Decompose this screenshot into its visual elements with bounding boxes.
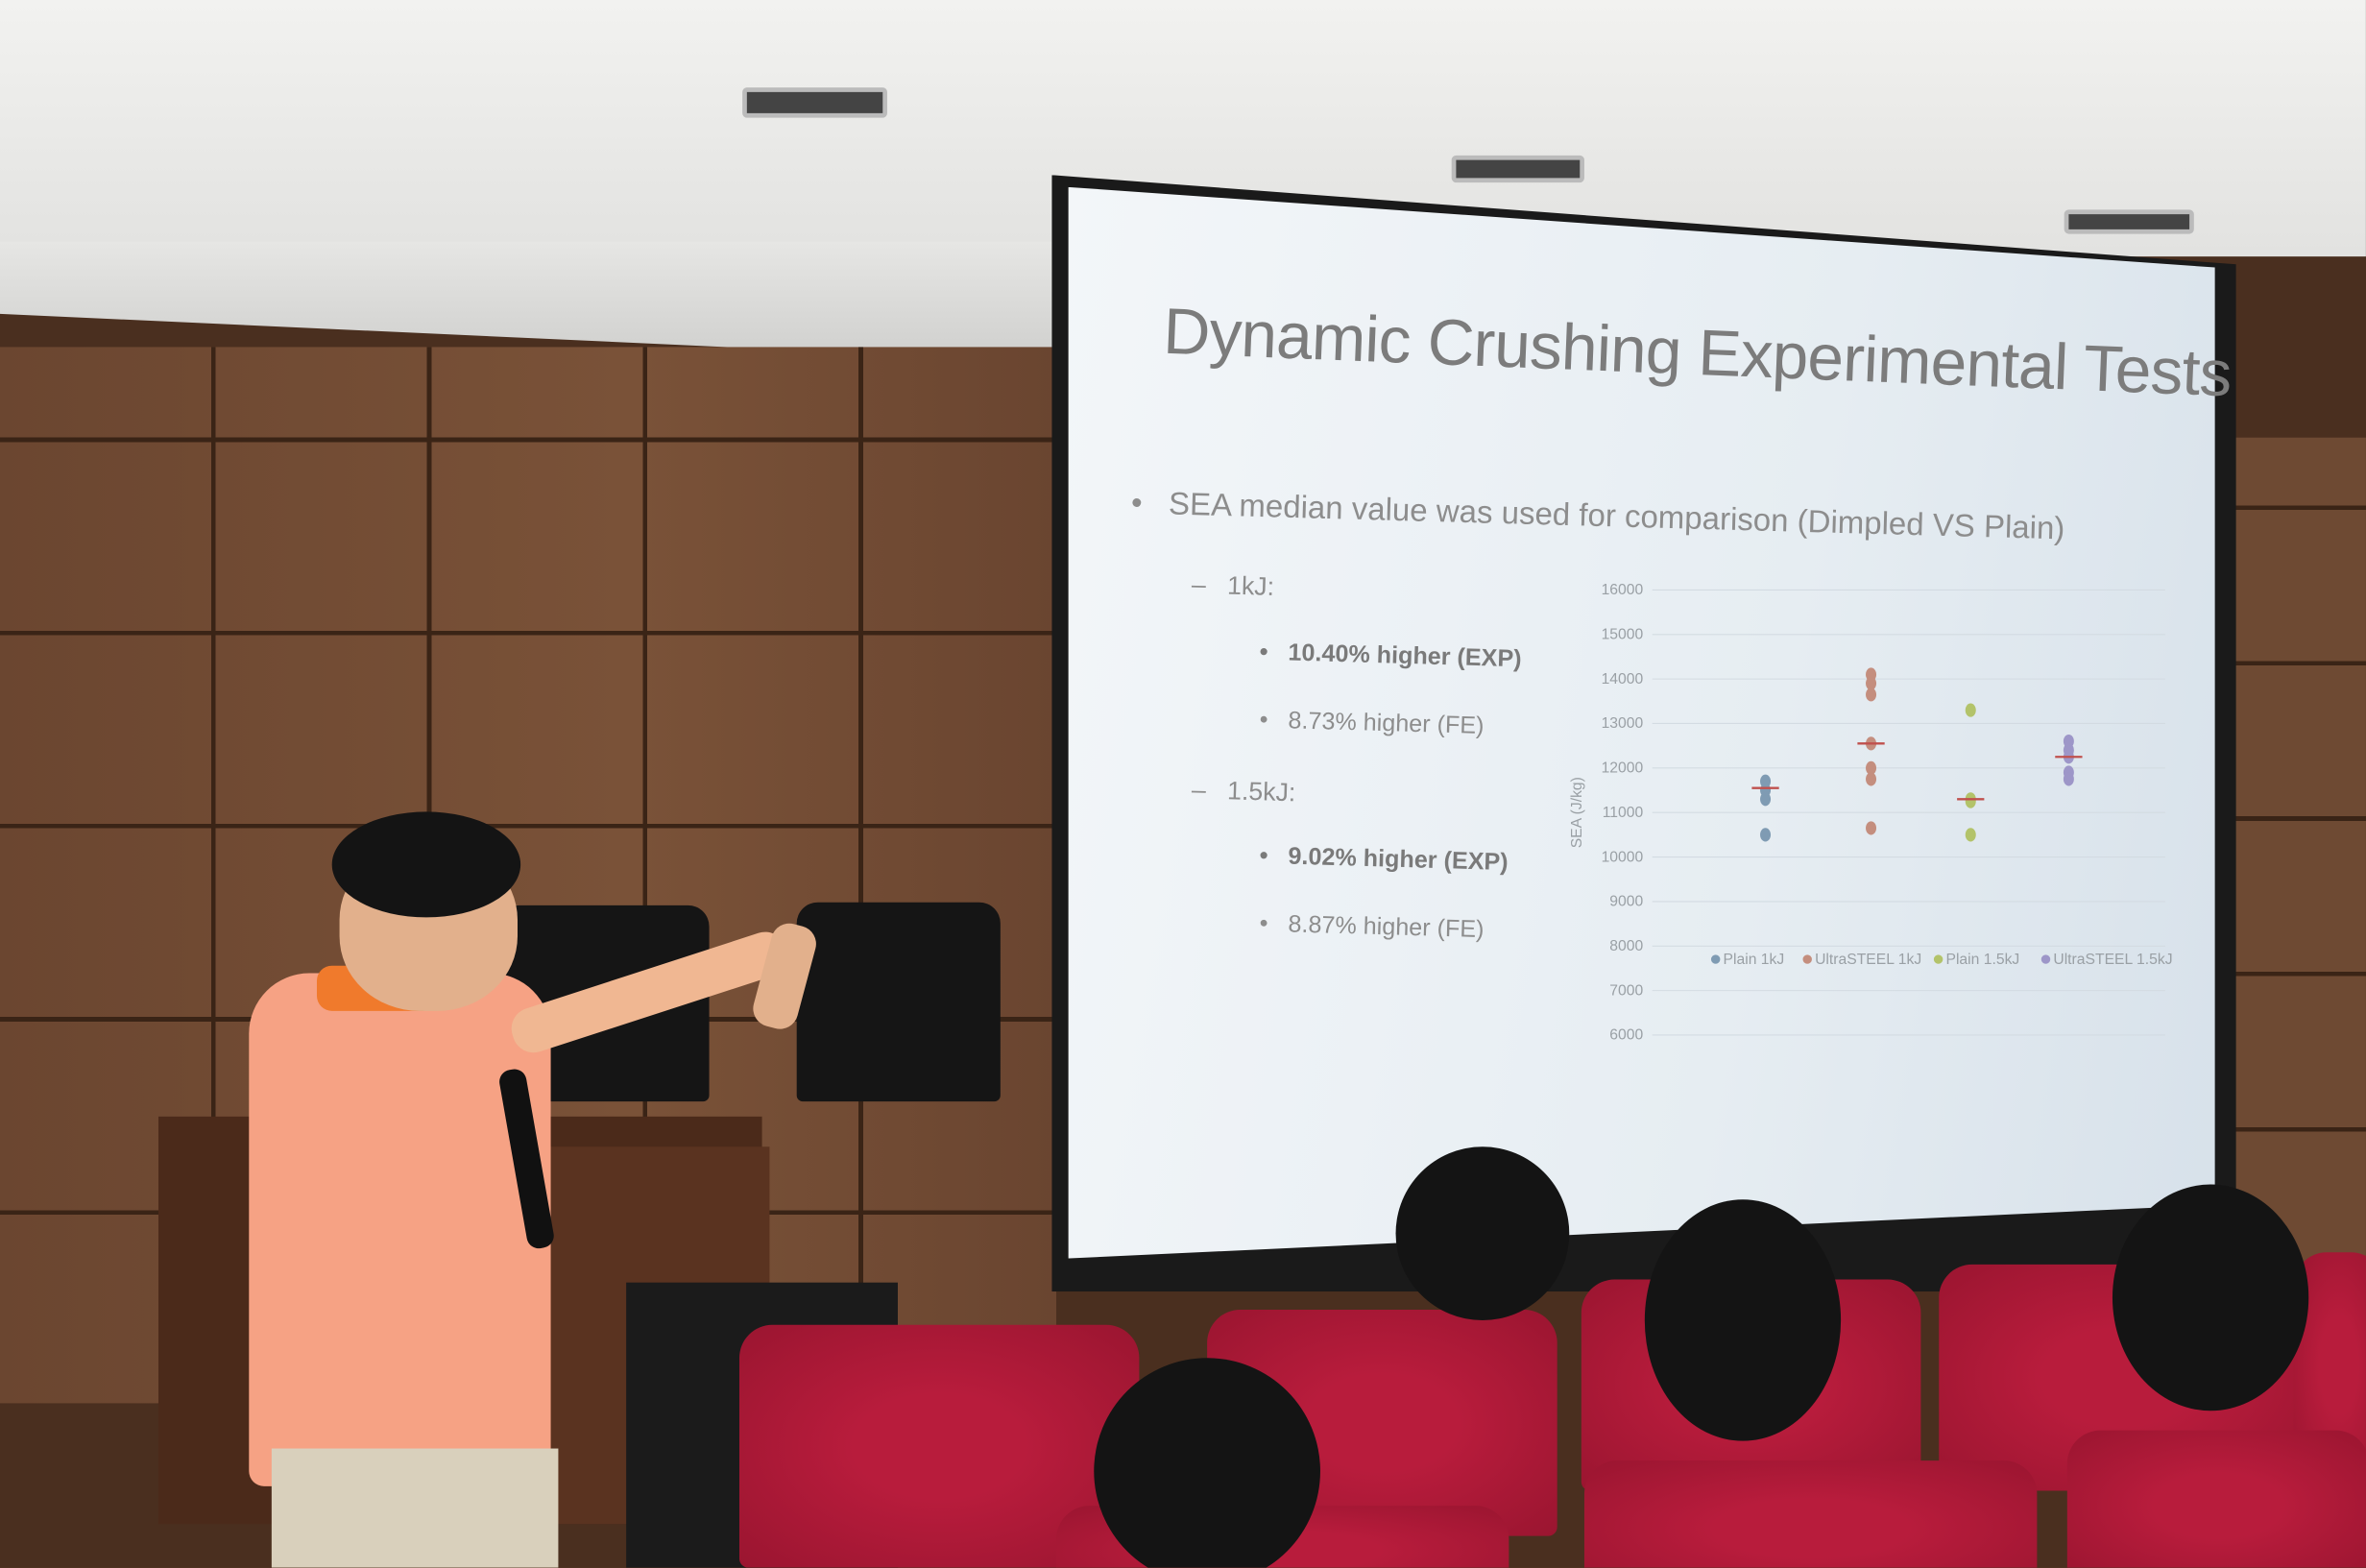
y-tick-label: 12000 — [1602, 760, 1644, 777]
legend-label: UltraSTEEL 1kJ — [1815, 952, 1921, 968]
data-point — [1965, 703, 1976, 717]
projection-screen — [1068, 186, 2215, 1259]
audience-head — [1644, 1199, 1842, 1441]
ceiling-light — [2064, 209, 2194, 234]
legend-label: Plain 1.5kJ — [1945, 952, 2019, 968]
y-tick-label: 6000 — [1609, 1027, 1643, 1044]
sub-bullet-1-5kj: – 1.5kJ: — [1191, 775, 1296, 808]
data-point — [1866, 772, 1877, 786]
y-tick-label: 13000 — [1602, 715, 1644, 732]
audience-seat — [1583, 1460, 2038, 1568]
legend-marker — [1802, 954, 1812, 964]
data-point — [1965, 828, 1976, 842]
data-point — [1866, 676, 1877, 690]
y-tick-label: 16000 — [1602, 582, 1644, 598]
presenter-pants — [271, 1448, 559, 1568]
result-text: 8.73% higher (FE) — [1288, 708, 1485, 740]
audience-seat — [2066, 1430, 2366, 1568]
presenter-hair — [331, 811, 521, 918]
audience-head — [2112, 1184, 2309, 1411]
sub-bullet-label: 1kJ: — [1226, 571, 1275, 602]
result-text: 8.87% higher (FE) — [1288, 911, 1485, 944]
y-axis-label: SEA (J/kg) — [1569, 777, 1585, 848]
wood-wall-right — [2217, 437, 2366, 1283]
data-point — [1760, 792, 1772, 807]
ceiling-light — [1451, 155, 1584, 183]
y-tick-label: 15000 — [1602, 626, 1644, 642]
sub-bullet-label: 1.5kJ: — [1226, 776, 1296, 808]
ceiling-light — [742, 87, 887, 118]
y-tick-label: 9000 — [1609, 894, 1643, 910]
y-tick-label: 8000 — [1609, 938, 1643, 954]
y-tick-label: 14000 — [1602, 671, 1644, 688]
y-tick-label: 11000 — [1603, 805, 1644, 821]
result-text: 9.02% higher (EXP) — [1288, 844, 1509, 877]
data-point — [2063, 772, 2074, 786]
presenter-shirt — [249, 973, 551, 1486]
audience-head — [1094, 1358, 1320, 1568]
black-chair — [796, 902, 1001, 1102]
data-point — [1760, 828, 1772, 842]
ceiling-soffit — [0, 241, 1056, 363]
legend-marker — [1933, 954, 1944, 964]
legend-marker — [1710, 954, 1721, 964]
data-point — [1866, 821, 1877, 835]
legend-label: Plain 1kJ — [1724, 952, 1785, 968]
audience-head — [1395, 1146, 1570, 1320]
y-tick-label: 7000 — [1609, 982, 1643, 999]
legend-marker — [2040, 954, 2051, 964]
y-tick-label: 10000 — [1602, 849, 1644, 865]
sea-scatter-chart: 16000 15000 14000 13000 12000 11000 10000 9000 8… — [1569, 582, 2173, 1044]
legend-label: UltraSTEEL 1.5kJ — [2053, 952, 2172, 968]
result-text: 10.40% higher (EXP) — [1288, 640, 1522, 673]
sub-bullet-1kj: – 1kJ: — [1191, 569, 1275, 602]
data-point — [1866, 760, 1877, 775]
data-point — [1866, 688, 1877, 702]
data-point — [1965, 794, 1976, 808]
